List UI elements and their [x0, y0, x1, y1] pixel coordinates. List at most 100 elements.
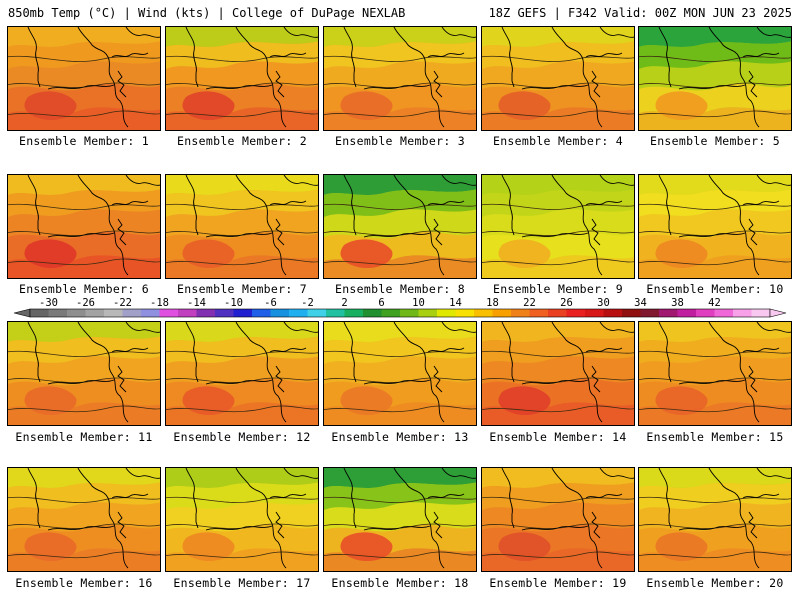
isoline — [166, 230, 318, 236]
colorbar-tick-label: 14 — [449, 297, 462, 309]
isoline — [639, 230, 791, 236]
coastline — [585, 347, 623, 353]
coastline — [235, 27, 287, 128]
ensemble-member-caption: Ensemble Member: 1 — [18, 134, 150, 148]
colorbar-tick-label: 30 — [597, 297, 610, 309]
isoline — [482, 258, 634, 266]
temperature-band — [24, 91, 77, 121]
ensemble-map-panel — [7, 321, 161, 426]
colorbar-segment — [252, 309, 271, 317]
coastline — [742, 347, 780, 353]
colorbar-tick-label: 42 — [708, 297, 721, 309]
isoline — [639, 82, 791, 88]
temperature-band — [166, 548, 318, 571]
coastline — [125, 322, 160, 333]
coastline — [756, 175, 791, 186]
colorbar-tick-label: 2 — [341, 297, 348, 309]
isoline — [8, 377, 160, 383]
coastline — [393, 468, 445, 569]
coastline — [501, 175, 513, 222]
coastline — [433, 70, 443, 98]
temperature-band — [182, 91, 235, 121]
coastline — [363, 232, 431, 238]
temperature-band — [166, 255, 318, 278]
coastline — [275, 218, 285, 246]
temperature-band — [324, 107, 476, 130]
coastline — [111, 200, 149, 206]
coastline — [708, 175, 760, 276]
ensemble-map-panel — [323, 174, 477, 279]
ensemble-map-panel — [165, 321, 319, 426]
temperature-band — [639, 175, 791, 195]
coastline — [748, 511, 758, 539]
temperature-band — [482, 482, 634, 510]
colorbar-segment — [640, 309, 660, 317]
colorbar-arrow-right — [769, 308, 787, 318]
isoline — [324, 82, 476, 88]
coastline — [742, 493, 780, 499]
isoline — [166, 523, 318, 529]
coastline — [591, 511, 601, 539]
ensemble-member-caption: Ensemble Member: 8 — [334, 282, 466, 296]
temperature-band — [482, 107, 634, 130]
coastline — [117, 70, 127, 98]
coastline — [195, 73, 199, 88]
coastline — [205, 525, 273, 531]
coastline — [77, 322, 129, 423]
colorbar-segment — [696, 309, 715, 317]
ensemble-member-caption: Ensemble Member: 13 — [331, 430, 469, 444]
coastline — [678, 379, 746, 385]
isoline — [8, 523, 160, 529]
coastline — [283, 175, 318, 186]
isoline — [166, 258, 318, 266]
temperature-band — [639, 482, 791, 510]
isoline — [639, 377, 791, 383]
coastline — [678, 525, 746, 531]
temperature-band — [182, 386, 235, 416]
coastline — [111, 52, 149, 58]
isoline — [482, 55, 634, 62]
temperature-band — [639, 107, 791, 130]
temperature-band — [24, 239, 77, 269]
coastline — [27, 27, 39, 74]
isoline — [639, 110, 791, 118]
coastline — [343, 322, 355, 369]
coastline — [269, 347, 307, 353]
ensemble-map-panel — [323, 321, 477, 426]
temperature-band — [482, 322, 634, 342]
colorbar-segment — [714, 309, 734, 317]
temperature-band — [655, 91, 708, 121]
coastline — [441, 322, 476, 333]
temperature-band — [324, 482, 476, 510]
coastline — [275, 365, 285, 393]
temperature-band — [498, 91, 551, 121]
colorbar-segment — [474, 309, 493, 317]
coastline — [591, 365, 601, 393]
coastline — [269, 52, 307, 58]
temperature-band — [166, 322, 318, 342]
coastline — [427, 200, 465, 206]
isoline — [482, 405, 634, 413]
coastline — [441, 175, 476, 186]
ensemble-map-panel — [638, 321, 792, 426]
temperature-band — [655, 239, 708, 269]
isoline — [166, 496, 318, 503]
coastline — [511, 514, 515, 529]
colorbar-segment — [529, 309, 549, 317]
colorbar-segment — [344, 309, 364, 317]
temperature-band — [639, 322, 791, 342]
temperature-band — [166, 189, 318, 217]
coastline — [501, 322, 513, 369]
temperature-band — [324, 41, 476, 69]
coastline — [195, 368, 199, 383]
isoline — [639, 551, 791, 559]
colorbar-segment — [677, 309, 697, 317]
coastline — [599, 175, 634, 186]
coastline — [742, 200, 780, 206]
temperature-band — [639, 468, 791, 488]
coastline — [47, 379, 115, 385]
coastline — [756, 27, 791, 38]
ensemble-member-caption: Ensemble Member: 2 — [176, 134, 308, 148]
temperature-band — [655, 386, 708, 416]
colorbar-tick-label: -26 — [76, 297, 95, 309]
